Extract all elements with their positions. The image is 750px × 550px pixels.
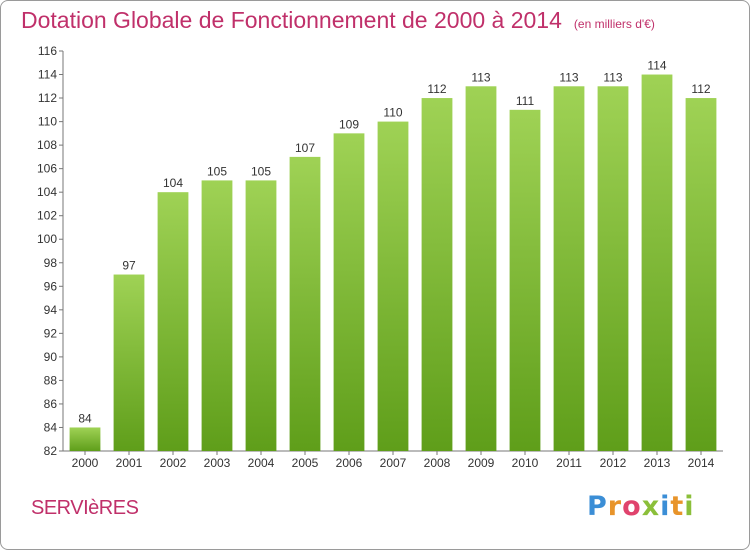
x-tick-label: 2010 xyxy=(512,456,539,470)
logo-letter: i xyxy=(684,491,695,522)
bar-value-label: 113 xyxy=(603,70,622,84)
logo-letter: t xyxy=(670,491,685,522)
proxiti-logo: Proxiti xyxy=(587,491,695,522)
x-tick-label: 2007 xyxy=(380,456,407,470)
y-tick-label: 102 xyxy=(37,209,57,223)
bar-value-label: 107 xyxy=(295,141,315,155)
bar-value-label: 105 xyxy=(207,164,227,178)
x-tick-label: 2005 xyxy=(292,456,319,470)
axes: 82 84 86 88 90 92 94 96 98 100 102 104 106 108 110 112 1… xyxy=(37,44,723,470)
x-tick-label: 2008 xyxy=(424,456,451,470)
x-tick-label: 2012 xyxy=(600,456,627,470)
bar xyxy=(509,109,541,451)
bar xyxy=(69,427,101,451)
y-tick-label: 92 xyxy=(44,326,58,340)
bar xyxy=(245,180,277,452)
y-tick-label: 82 xyxy=(44,444,58,458)
y-tick-label: 104 xyxy=(37,185,57,199)
bar xyxy=(333,133,365,451)
bar xyxy=(113,274,145,451)
bar-value-label: 113 xyxy=(559,70,578,84)
x-tick-label: 2004 xyxy=(248,456,275,470)
y-tick-label: 94 xyxy=(44,303,58,317)
bar-value-label: 111 xyxy=(516,94,535,108)
logo-letter: P xyxy=(587,491,608,522)
bar xyxy=(421,98,453,451)
bar-value-label: 114 xyxy=(647,59,666,73)
x-tick-label: 2014 xyxy=(688,456,715,470)
x-tick-label: 2013 xyxy=(644,456,671,470)
x-tick-label: 2006 xyxy=(336,456,363,470)
y-tick-label: 112 xyxy=(38,91,57,105)
commune-name: SERVIèRES xyxy=(31,497,139,519)
bar xyxy=(157,192,189,452)
logo-letter: i xyxy=(660,491,671,522)
y-tick-label: 96 xyxy=(44,279,58,293)
bar-value-label: 104 xyxy=(163,176,183,190)
bar xyxy=(377,121,409,452)
bar-value-label: 109 xyxy=(339,117,359,131)
chart-subtitle: (en milliers d'€) xyxy=(573,17,655,31)
x-tick-label: 2003 xyxy=(204,456,231,470)
bar xyxy=(201,180,233,452)
bar-value-label: 112 xyxy=(691,82,710,96)
bar xyxy=(597,86,629,451)
bar-value-label: 112 xyxy=(427,82,446,96)
bar xyxy=(685,98,717,451)
bar-value-label: 97 xyxy=(122,259,136,273)
data-labels: 84 97 104 105 105 107 109 110 112 113 111 113 113 114… xyxy=(78,59,711,426)
y-tick-label: 84 xyxy=(44,420,58,434)
y-tick-label: 116 xyxy=(38,44,57,58)
bar xyxy=(289,156,321,451)
y-tick-label: 100 xyxy=(37,232,57,246)
y-tick-label: 114 xyxy=(38,68,57,82)
x-tick-label: 2002 xyxy=(160,456,187,470)
chart-title-text: Dotation Globale de Fonctionnement de 20… xyxy=(21,7,562,33)
x-tick-label: 2011 xyxy=(556,456,582,470)
y-tick-label: 98 xyxy=(44,256,58,270)
bar-value-label: 84 xyxy=(78,411,92,425)
bars xyxy=(69,74,717,452)
logo-letter: o xyxy=(622,491,642,522)
bar xyxy=(553,86,585,451)
y-tick-label: 110 xyxy=(38,115,57,129)
bar-value-label: 113 xyxy=(471,70,490,84)
y-tick-label: 86 xyxy=(44,397,58,411)
chart-title: Dotation Globale de Fonctionnement de 20… xyxy=(21,7,655,34)
y-tick-label: 108 xyxy=(37,138,57,152)
x-tick-label: 2009 xyxy=(468,456,495,470)
x-tick-label: 2000 xyxy=(72,456,99,470)
x-tick-label: 2001 xyxy=(116,456,143,470)
bar xyxy=(465,86,497,451)
bar-value-label: 110 xyxy=(383,106,402,120)
bar-value-label: 105 xyxy=(251,164,271,178)
y-tick-label: 106 xyxy=(37,162,57,176)
logo-letter: x xyxy=(641,491,661,522)
logo-letter: r xyxy=(607,491,623,522)
bar xyxy=(641,74,673,451)
y-tick-label: 88 xyxy=(44,373,58,387)
y-tick-label: 90 xyxy=(44,350,58,364)
